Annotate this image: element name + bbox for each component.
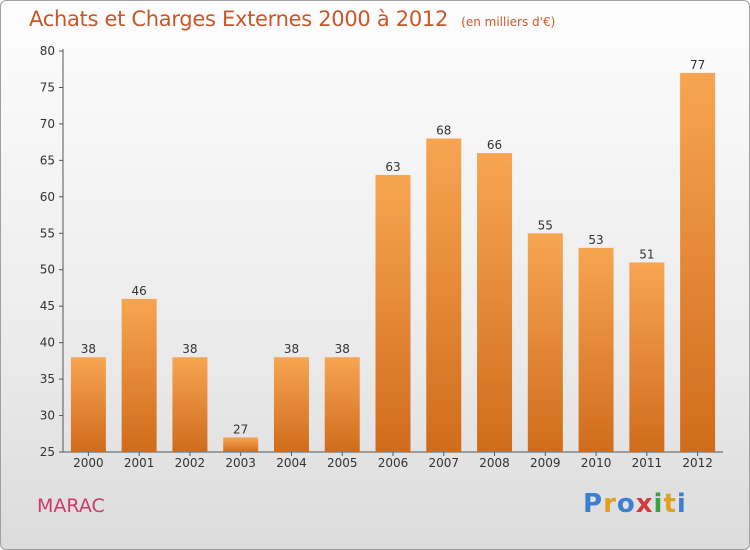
x-tick-label: 2010 [581,456,612,470]
proxiti-logo: Proxiti [583,489,687,519]
value-label: 68 [436,123,451,137]
bar-2010 [578,247,614,452]
labels: 2000 38 2001 46 2002 38 2003 27 2004 38 2005 38 2006… [73,58,713,470]
y-tick-label: 80 [40,44,55,58]
title-row: Achats et Charges Externes 2000 à 2012 (… [29,7,555,31]
y-tick-label: 55 [40,226,55,240]
x-tick-label: 2006 [378,456,409,470]
value-label: 38 [284,342,299,356]
logo-letter: r [603,489,617,519]
bar-2004 [273,357,309,452]
logo-letter: P [583,489,604,519]
y-tick-label: 50 [40,263,55,277]
value-label: 38 [182,342,197,356]
value-label: 63 [385,160,400,174]
x-tick-label: 2001 [124,456,155,470]
y-tick-label: 70 [40,117,55,131]
logo-letter: x [635,489,654,519]
x-tick-label: 2002 [175,456,206,470]
logo-letter: i [676,489,687,519]
value-label: 55 [538,218,553,232]
logo-letter: o [616,489,636,519]
x-tick-label: 2012 [682,456,713,470]
x-tick-label: 2008 [479,456,510,470]
bar-2009 [527,233,563,452]
y-tick-label: 40 [40,336,55,350]
value-label: 51 [639,247,654,261]
bar-2005 [324,357,360,452]
y-tick-label: 25 [40,445,55,459]
x-tick-label: 2000 [73,456,104,470]
commune-name: MARAC [37,495,105,517]
logo-letter: i [653,489,664,519]
bar-2012 [680,72,716,452]
bar-2006 [375,174,411,453]
logo-letter: t [663,489,677,519]
bar-2007 [426,138,462,452]
y-tick-label: 60 [40,190,55,204]
y-tick-label: 45 [40,299,55,313]
value-label: 38 [81,342,96,356]
bar-2008 [477,153,513,452]
x-tick-label: 2009 [530,456,561,470]
x-tick-label: 2007 [428,456,459,470]
value-label: 38 [335,342,350,356]
value-label: 77 [690,58,705,72]
x-tick-label: 2004 [276,456,307,470]
bar-2001 [121,298,157,452]
bar-2002 [172,357,208,452]
axes: 25 30 35 40 45 50 55 60 65 70 75 80 [40,44,723,459]
value-label: 66 [487,138,502,152]
chart-unit: (en milliers d'€) [461,15,556,29]
y-tick-label: 65 [40,153,55,167]
value-label: 46 [132,284,147,298]
bar-2000 [70,357,106,452]
value-label: 27 [233,422,248,436]
bars [70,72,716,453]
x-tick-label: 2003 [225,456,256,470]
x-tick-label: 2011 [632,456,663,470]
bar-2011 [629,262,665,452]
value-label: 53 [588,233,603,247]
bar-2003 [223,437,259,452]
y-tick-label: 30 [40,409,55,423]
y-tick-label: 75 [40,80,55,94]
y-tick-label: 35 [40,372,55,386]
chart-title: Achats et Charges Externes 2000 à 2012 [29,7,449,31]
x-tick-label: 2005 [327,456,358,470]
